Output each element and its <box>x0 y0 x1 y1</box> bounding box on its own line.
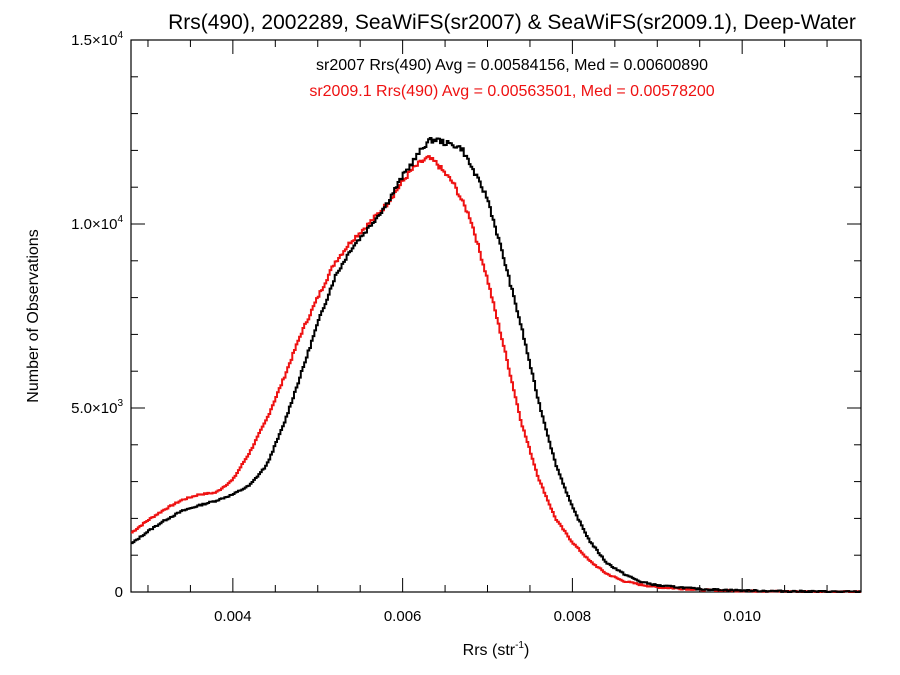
y-axis-label: Number of Observations <box>25 229 42 402</box>
x-tick-label: 0.008 <box>554 608 592 625</box>
y-tick-label: 5.0×103 <box>71 398 123 417</box>
x-axis-label-tail: ) <box>524 642 529 659</box>
x-axis-label: Rrs (str-1) <box>463 640 530 659</box>
y-tick-label: 0 <box>115 584 123 601</box>
x-axis-label-sup: -1 <box>515 640 524 651</box>
annotation-red: sr2009.1 Rrs(490) Avg = 0.00563501, Med … <box>309 83 714 100</box>
x-tick-label: 0.004 <box>214 608 252 625</box>
series-layer <box>131 136 861 593</box>
x-tick-label: 0.006 <box>384 608 422 625</box>
x-tick-label: 0.010 <box>723 608 761 625</box>
plot-frame <box>130 39 862 593</box>
y-tick-label: 1.5×104 <box>71 30 123 49</box>
series-line <box>131 155 861 593</box>
y-tick-label: 1.0×104 <box>71 214 123 233</box>
x-axis-label-main: Rrs (str <box>463 642 516 659</box>
series-line <box>131 136 861 593</box>
x-ticks: 0.004 0.006 0.008 0.010 <box>147 40 828 625</box>
y-ticks: 0 5.0×103 1.0×104 1.5×104 <box>71 30 861 601</box>
annotation-black: sr2007 Rrs(490) Avg = 0.00584156, Med = … <box>316 57 708 74</box>
chart-title: Rrs(490), 2002289, SeaWiFS(sr2007) & Sea… <box>168 11 856 34</box>
